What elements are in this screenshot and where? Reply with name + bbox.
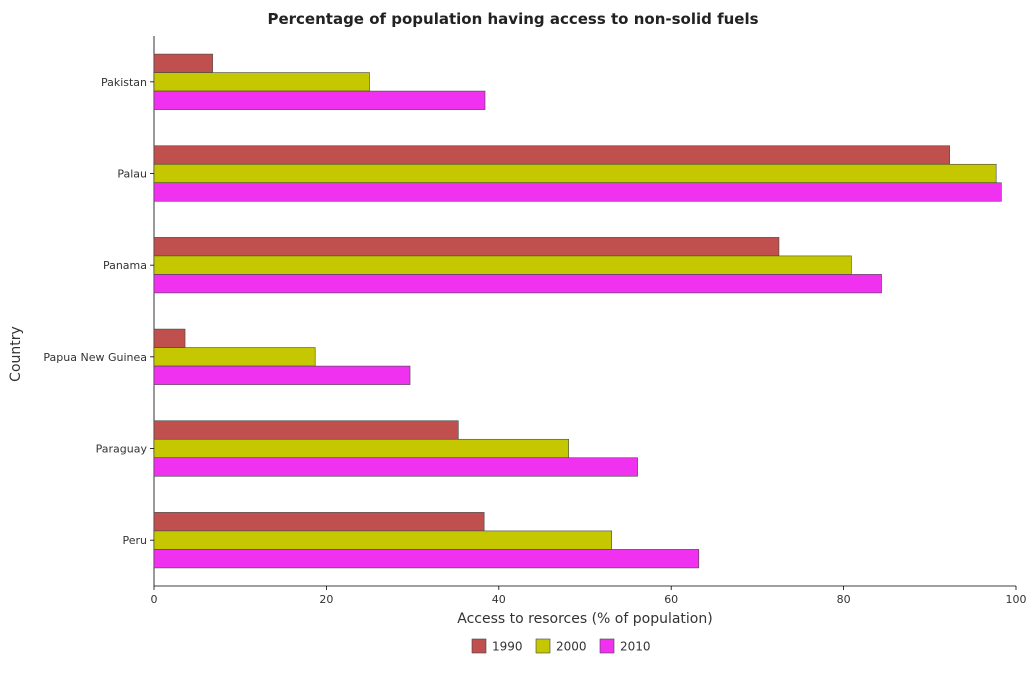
bar-2010-panama	[153, 274, 882, 294]
x-tick-label: 100	[1006, 593, 1027, 606]
bar-1990-peru	[153, 512, 485, 532]
bar-2000-papua-new-guinea	[153, 347, 316, 367]
legend-swatch-1990	[471, 638, 487, 654]
x-tick-label: 80	[837, 593, 851, 606]
legend-label-2000: 2000	[556, 640, 587, 654]
bar-2000-paraguay	[153, 438, 569, 459]
legend-label-1990: 1990	[492, 640, 523, 654]
y-tick-label: Pakistan	[101, 76, 147, 89]
x-tick-label: 20	[319, 593, 333, 606]
chart-title: Percentage of population having access t…	[267, 10, 758, 28]
bar-2000-pakistan	[153, 72, 370, 92]
y-tick-label: Panama	[103, 259, 147, 272]
x-tick-label: 0	[151, 593, 158, 606]
legend-label-2010: 2010	[620, 640, 651, 654]
bar-2000-palau	[153, 163, 997, 184]
legend: 1990 2000 2010	[471, 638, 651, 654]
bar-1990-palau	[153, 145, 950, 165]
bar-1990-paraguay	[153, 420, 459, 440]
bar-2010-paraguay	[153, 457, 638, 477]
bar-2000-peru	[153, 530, 613, 550]
plot-area: Pakistan Palau Panama Papua New Guinea Parag…	[43, 36, 1027, 606]
bar-2010-pakistan	[153, 90, 486, 110]
bar-2010-palau	[153, 182, 1002, 202]
x-tick-label: 60	[664, 593, 678, 606]
legend-swatch-2010	[599, 638, 615, 654]
y-tick-label: Papua New Guinea	[43, 351, 147, 364]
x-axis-label: Access to resorces (% of population)	[457, 611, 712, 627]
y-axis-label: Country	[8, 326, 24, 382]
bar-1990-panama	[153, 237, 780, 257]
y-tick-label: Paraguay	[96, 443, 148, 456]
bar-1990-pakistan	[153, 53, 213, 73]
bar-1990-papua-new-guinea	[153, 328, 186, 348]
legend-swatch-2000	[535, 638, 551, 654]
y-tick-label: Peru	[122, 534, 147, 547]
bar-2010-papua-new-guinea	[153, 365, 411, 385]
x-tick-label: 40	[492, 593, 506, 606]
bar-2000-panama	[153, 255, 852, 275]
y-tick-label: Palau	[117, 168, 147, 181]
bar-2010-peru	[153, 549, 700, 569]
